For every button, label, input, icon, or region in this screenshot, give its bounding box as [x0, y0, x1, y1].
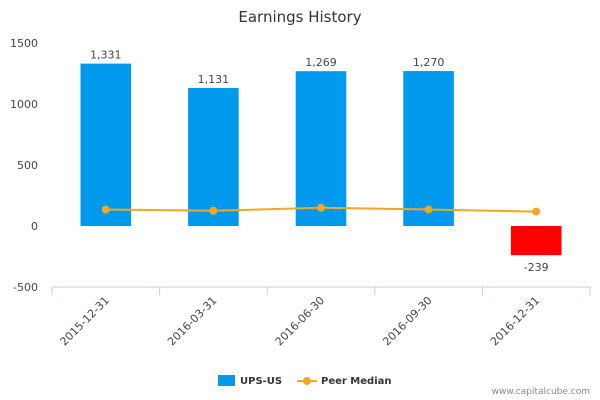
- bar: [510, 226, 562, 256]
- credit-text: www.capitalcube.com: [492, 387, 590, 397]
- peer-median-point: [532, 207, 541, 216]
- peer-median-series: [101, 203, 541, 216]
- y-tick-label: 1500: [10, 37, 38, 50]
- bar: [295, 71, 347, 226]
- peer-median-point: [317, 203, 325, 212]
- bar: [403, 71, 454, 226]
- x-tick-label: 2016-12-31: [488, 294, 542, 348]
- peer-median-point: [424, 205, 433, 214]
- bar-data-label: 1,131: [198, 73, 230, 86]
- x-tick-label: 2015-12-31: [58, 294, 112, 348]
- bar-data-label: -239: [524, 261, 549, 274]
- y-tick-label: 0: [31, 220, 38, 233]
- x-axis: 2015-12-31 2016-03-31 2016-06-30 2016-09-30…: [51, 286, 591, 348]
- peer-median-point: [101, 205, 110, 214]
- legend: UPS-US Peer Median: [218, 375, 392, 387]
- bar-series: [80, 63, 562, 256]
- legend-label-ups: UPS-US: [240, 376, 282, 387]
- chart-title: Earnings History: [238, 8, 361, 26]
- peer-median-point: [209, 206, 218, 215]
- y-axis: 1500 1000 500 0 -500: [10, 37, 38, 294]
- x-tick-label: 2016-03-31: [165, 294, 219, 348]
- bar: [188, 88, 239, 226]
- y-tick-label: -500: [13, 281, 38, 294]
- bar: [80, 63, 132, 227]
- y-tick-label: 1000: [10, 98, 38, 111]
- bar-data-label: 1,269: [305, 56, 337, 69]
- bar-data-label: 1,331: [90, 49, 122, 62]
- x-tick-label: 2016-06-30: [273, 294, 327, 348]
- y-tick-label: 500: [17, 159, 38, 172]
- bar-data-label: 1,270: [413, 56, 445, 69]
- legend-marker-peer: [303, 377, 311, 385]
- legend-label-peer: Peer Median: [321, 376, 392, 387]
- bar-data-labels: 1,331 1,131 1,269 1,270 -239: [90, 49, 549, 275]
- legend-swatch-ups: [218, 375, 235, 386]
- x-tick-label: 2016-09-30: [380, 294, 434, 348]
